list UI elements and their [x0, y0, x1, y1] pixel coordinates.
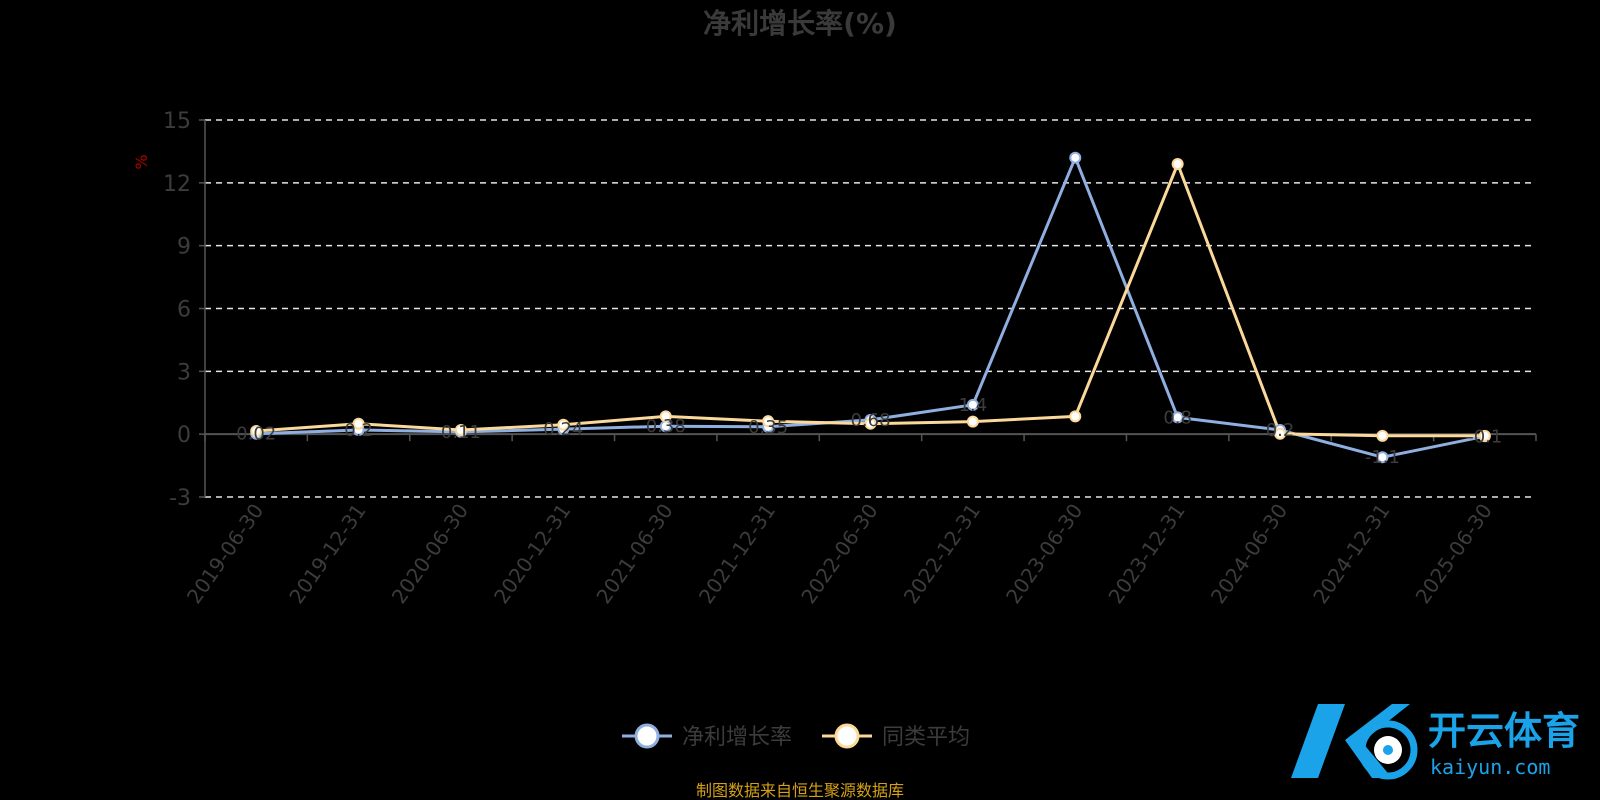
- x-tick-label: 2025-06-30: [1411, 499, 1497, 608]
- x-tick-label: 2021-06-30: [591, 499, 677, 608]
- x-tick-label: 2023-06-30: [1001, 499, 1087, 608]
- data-label: 0.68: [850, 410, 890, 431]
- series-2-point[interactable]: [762, 415, 775, 428]
- series-2-point[interactable]: [1376, 429, 1389, 442]
- data-label: 0.2: [344, 420, 373, 441]
- series-2-point[interactable]: [1069, 410, 1082, 423]
- data-label: 0.38: [646, 416, 686, 437]
- y-axis-ticks: -3 0 3 6 9 12 15: [163, 109, 205, 511]
- data-label: -0.1: [1467, 426, 1502, 447]
- series-2-point[interactable]: [1171, 157, 1184, 170]
- legend-swatch-marker: [834, 723, 860, 749]
- y-tick-label: 6: [177, 298, 191, 323]
- chart-title: 净利增长率(%): [703, 7, 897, 40]
- series-2-point[interactable]: [864, 417, 877, 430]
- data-label: 0.8: [1163, 407, 1192, 428]
- series-2-point[interactable]: [659, 410, 672, 423]
- series-1-point[interactable]: [1069, 151, 1082, 164]
- watermark-logo: 开云体育 kaiyun.com: [1291, 704, 1580, 780]
- x-tick-label: 2022-06-30: [796, 499, 882, 608]
- legend-label-series-2: 同类平均: [882, 725, 970, 750]
- series-1-point[interactable]: [966, 398, 979, 411]
- series-2-point[interactable]: [352, 417, 365, 430]
- data-label: 0.2: [1266, 420, 1295, 441]
- data-label: 0.24: [543, 419, 583, 440]
- x-tick-label: 2019-12-31: [284, 499, 370, 608]
- x-tick-label: 2022-12-31: [899, 499, 985, 608]
- series-2-point[interactable]: [1478, 429, 1491, 442]
- x-tick-label: 2020-06-30: [387, 499, 473, 608]
- series-2-point[interactable]: [250, 425, 263, 438]
- x-tick-label: 2023-12-31: [1103, 499, 1189, 608]
- series-1-point[interactable]: [1376, 451, 1389, 464]
- data-label: 0.02: [236, 424, 276, 445]
- y-tick-label: 12: [163, 172, 191, 197]
- x-tick-label: 2021-12-31: [694, 499, 780, 608]
- watermark-brand: 开云体育: [1428, 709, 1580, 753]
- legend-swatch-marker: [634, 723, 660, 749]
- y-axis-unit: %: [132, 154, 151, 169]
- series-1-point[interactable]: [1171, 411, 1184, 424]
- legend-label-series-1: 净利增长率: [682, 725, 792, 750]
- y-tick-label: -3: [169, 486, 191, 511]
- data-label: 0.35: [748, 417, 788, 438]
- y-tick-label: 0: [177, 423, 191, 448]
- gridlines: [205, 119, 1536, 498]
- series-2-point[interactable]: [557, 418, 570, 431]
- legend-item-series-1[interactable]: 净利增长率: [622, 723, 792, 750]
- x-axis-ticks: 2019-06-30 2019-12-31 2020-06-30 2020-12-31…: [182, 434, 1537, 608]
- series-2-point[interactable]: [454, 423, 467, 436]
- y-tick-label: 9: [177, 235, 191, 260]
- data-labels: 0.02 0.2 0.11 0.24 0.38 0.35 0.68 1.4 0.8 0.2 -1.1…: [236, 395, 1502, 468]
- data-label: -1.1: [1365, 447, 1400, 468]
- x-tick-label: 2024-06-30: [1206, 499, 1292, 608]
- kaiyun-logo-icon: [1291, 704, 1418, 780]
- y-tick-label: 15: [163, 109, 191, 134]
- source-note: 制图数据来自恒生聚源数据库: [696, 781, 904, 800]
- data-label: 1.4: [959, 395, 988, 416]
- legend-item-series-2[interactable]: 同类平均: [822, 723, 970, 750]
- series-2-point[interactable]: [1274, 427, 1287, 440]
- watermark-domain: kaiyun.com: [1430, 755, 1550, 779]
- x-tick-label: 2019-06-30: [182, 499, 268, 608]
- y-tick-label: 3: [177, 360, 191, 385]
- series-2-point[interactable]: [966, 415, 979, 428]
- series-lines: [250, 151, 1491, 464]
- series-line-2: [256, 162, 1485, 438]
- legend: 净利增长率 同类平均: [622, 723, 970, 750]
- data-label: 0.11: [441, 422, 481, 443]
- x-tick-label: 2020-12-31: [489, 499, 575, 608]
- x-tick-label: 2024-12-31: [1308, 499, 1394, 608]
